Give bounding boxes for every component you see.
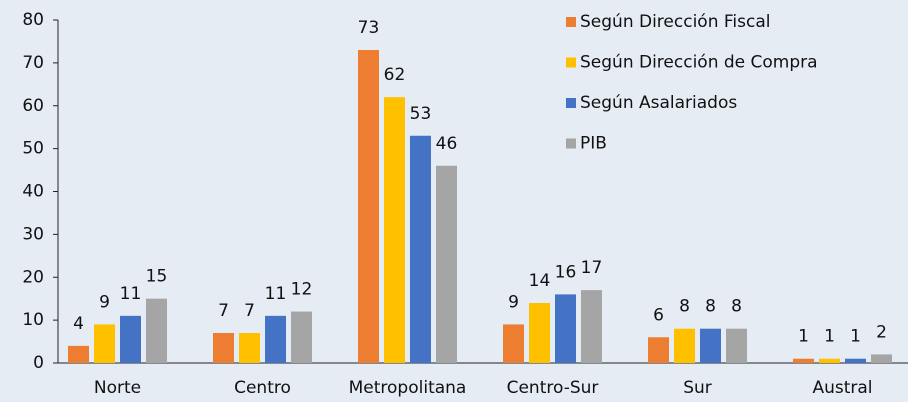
bar <box>68 345 89 363</box>
legend-label: Según Dirección de Compra <box>580 53 818 73</box>
bar <box>94 324 115 363</box>
data-label: 62 <box>384 65 406 85</box>
data-label: 11 <box>120 284 142 304</box>
data-label: 1 <box>824 327 835 347</box>
data-label: 11 <box>265 284 287 304</box>
bar <box>239 332 260 363</box>
bar <box>358 50 379 363</box>
legend-label: PIB <box>580 134 607 154</box>
bar <box>410 135 431 363</box>
bar <box>555 294 576 363</box>
data-label: 8 <box>679 297 690 317</box>
bar <box>871 354 892 363</box>
data-label: 16 <box>555 262 577 282</box>
y-tick-label: 40 <box>22 182 44 202</box>
bar <box>793 358 814 363</box>
legend-swatch <box>566 138 576 149</box>
data-label: 7 <box>218 301 229 321</box>
data-label: 8 <box>731 297 742 317</box>
x-tick-label: Centro <box>234 378 291 398</box>
data-label: 2 <box>876 322 887 342</box>
y-tick-label: 30 <box>22 224 44 244</box>
bar <box>265 315 286 363</box>
bar <box>845 358 866 363</box>
data-label: 1 <box>798 327 809 347</box>
x-tick-label: Sur <box>683 378 712 398</box>
bar <box>436 165 457 363</box>
legend-label: Según Asalariados <box>580 93 737 113</box>
data-label: 17 <box>581 258 603 278</box>
y-tick-label: 10 <box>22 310 44 330</box>
data-label: 53 <box>410 104 432 124</box>
y-tick-label: 80 <box>22 10 44 30</box>
bar <box>700 328 721 363</box>
data-label: 8 <box>705 297 716 317</box>
legend-swatch <box>566 98 576 108</box>
data-label: 15 <box>146 267 168 287</box>
data-label: 73 <box>358 18 380 38</box>
bar <box>213 332 234 363</box>
legend-swatch <box>566 57 576 68</box>
bar <box>384 97 405 364</box>
legend-label: Según Dirección Fiscal <box>580 12 771 32</box>
data-label: 12 <box>291 280 313 300</box>
data-label: 9 <box>508 292 519 312</box>
data-label: 7 <box>244 301 255 321</box>
legend-swatch <box>566 17 576 27</box>
y-tick-label: 20 <box>22 267 44 287</box>
bar <box>503 324 524 363</box>
bar <box>146 298 167 363</box>
data-label: 4 <box>73 314 84 334</box>
data-label: 9 <box>99 292 110 312</box>
bar <box>291 311 312 363</box>
y-tick-label: 60 <box>22 96 44 116</box>
bar <box>581 290 602 363</box>
x-tick-label: Austral <box>812 378 872 398</box>
x-tick-label: Centro-Sur <box>507 378 599 398</box>
y-tick-label: 70 <box>22 53 44 73</box>
data-label: 6 <box>653 305 664 325</box>
y-tick-label: 0 <box>33 353 44 373</box>
x-tick-label: Norte <box>94 378 141 398</box>
bar <box>648 337 669 363</box>
data-label: 14 <box>529 271 551 291</box>
bar <box>120 315 141 363</box>
data-label: 1 <box>850 327 861 347</box>
data-label: 46 <box>436 134 458 154</box>
bar <box>674 328 695 363</box>
y-tick-label: 50 <box>22 139 44 159</box>
x-tick-label: Metropolitana <box>349 378 467 398</box>
bar <box>529 302 550 363</box>
bar <box>819 358 840 363</box>
bar <box>726 328 747 363</box>
